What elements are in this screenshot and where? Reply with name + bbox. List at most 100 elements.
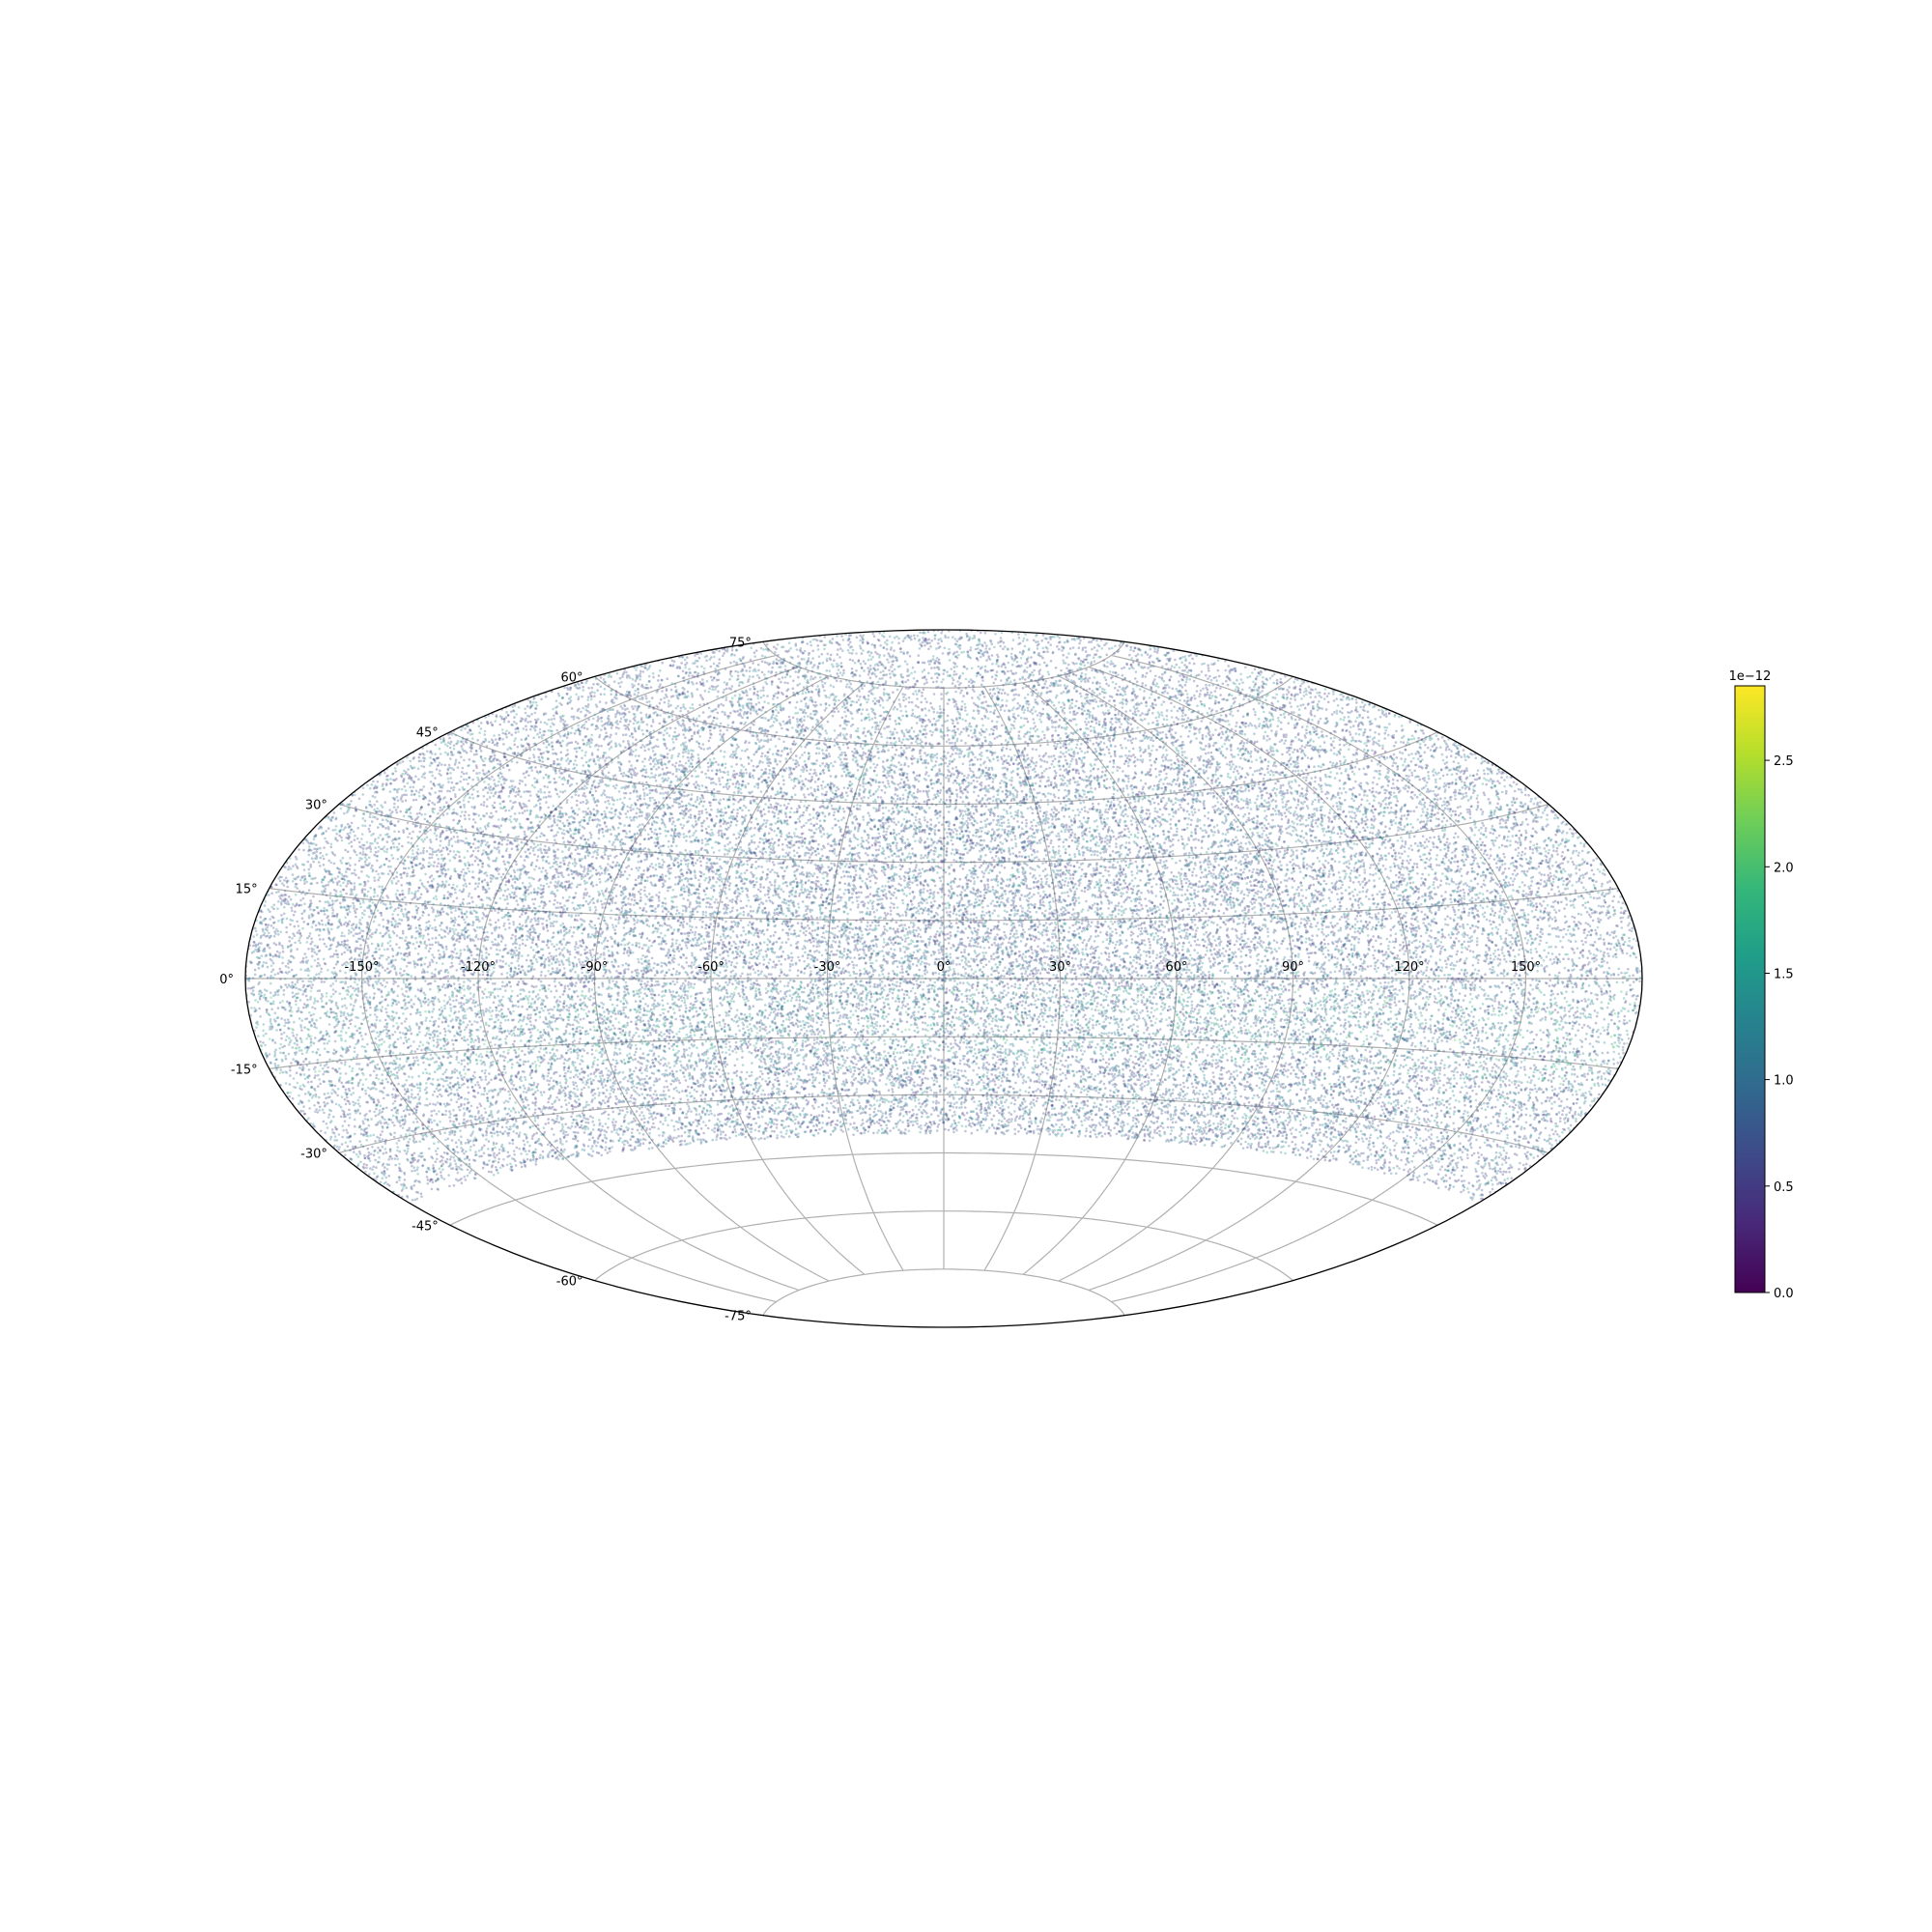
data-point bbox=[361, 888, 364, 891]
data-point bbox=[985, 862, 988, 865]
data-point bbox=[297, 931, 299, 934]
data-point bbox=[1230, 903, 1233, 906]
data-point bbox=[1190, 819, 1193, 822]
data-point bbox=[527, 876, 530, 879]
data-point bbox=[1350, 908, 1353, 911]
data-point bbox=[941, 823, 944, 826]
data-point bbox=[1104, 921, 1107, 923]
data-point bbox=[1274, 696, 1277, 699]
data-point bbox=[892, 885, 895, 888]
data-point bbox=[1421, 1147, 1424, 1150]
data-point bbox=[691, 931, 694, 934]
data-point bbox=[1337, 852, 1340, 855]
data-point bbox=[1562, 883, 1565, 886]
data-point bbox=[1574, 917, 1577, 920]
data-point bbox=[907, 779, 910, 781]
data-point bbox=[463, 1068, 466, 1071]
data-point bbox=[758, 991, 761, 994]
data-point bbox=[1293, 1069, 1295, 1072]
data-point bbox=[801, 871, 804, 874]
data-point bbox=[1629, 984, 1632, 987]
data-point bbox=[759, 883, 762, 886]
data-point bbox=[827, 924, 830, 927]
data-point bbox=[282, 947, 285, 950]
data-point bbox=[841, 649, 844, 652]
data-point bbox=[1368, 897, 1371, 900]
data-point bbox=[1396, 957, 1399, 960]
data-point bbox=[514, 812, 517, 815]
data-point bbox=[328, 1059, 331, 1062]
data-point bbox=[602, 1099, 605, 1102]
data-point bbox=[1150, 1091, 1152, 1094]
data-point bbox=[648, 1078, 651, 1081]
data-point bbox=[866, 709, 868, 712]
data-point bbox=[863, 727, 866, 730]
data-point bbox=[733, 654, 736, 657]
data-point bbox=[375, 1088, 378, 1091]
data-point bbox=[1439, 797, 1442, 800]
data-point bbox=[521, 847, 524, 850]
data-point bbox=[1354, 997, 1357, 1000]
data-point bbox=[476, 885, 479, 888]
data-point bbox=[1170, 1133, 1173, 1136]
data-point bbox=[1369, 1059, 1372, 1062]
data-point bbox=[1289, 1110, 1292, 1113]
data-point bbox=[1348, 748, 1350, 751]
data-point bbox=[1388, 827, 1391, 830]
data-point bbox=[436, 1113, 439, 1116]
data-point bbox=[1054, 984, 1057, 987]
data-point bbox=[500, 843, 503, 846]
data-point bbox=[1481, 813, 1484, 816]
data-point bbox=[1349, 730, 1351, 733]
data-point bbox=[1432, 1126, 1435, 1129]
data-point bbox=[1232, 900, 1235, 903]
data-point bbox=[1065, 732, 1067, 735]
data-point bbox=[684, 1004, 687, 1007]
data-point bbox=[759, 838, 762, 840]
data-point bbox=[878, 757, 881, 760]
data-point bbox=[1153, 802, 1156, 805]
data-point bbox=[1496, 773, 1499, 776]
data-point bbox=[570, 852, 573, 855]
data-point bbox=[474, 888, 477, 891]
data-point bbox=[1587, 1025, 1590, 1028]
data-point bbox=[781, 848, 784, 851]
data-point bbox=[277, 972, 280, 975]
data-point bbox=[1032, 975, 1035, 978]
data-point bbox=[1244, 1059, 1247, 1062]
data-point bbox=[843, 948, 846, 951]
data-point bbox=[862, 1119, 865, 1122]
data-point bbox=[1298, 1153, 1301, 1156]
data-point bbox=[1369, 1103, 1372, 1106]
data-point bbox=[922, 637, 924, 639]
data-point bbox=[1458, 1127, 1461, 1130]
data-point bbox=[1546, 965, 1548, 968]
data-point bbox=[692, 707, 695, 710]
data-point bbox=[769, 725, 772, 728]
data-point bbox=[370, 896, 373, 899]
data-point bbox=[1351, 1000, 1354, 1003]
data-point bbox=[1554, 1088, 1557, 1091]
data-point bbox=[364, 980, 367, 983]
data-point bbox=[1525, 832, 1528, 835]
data-point bbox=[1276, 1088, 1279, 1091]
data-point bbox=[642, 1133, 645, 1136]
data-point bbox=[1104, 703, 1107, 706]
data-point bbox=[1268, 792, 1271, 795]
data-point bbox=[875, 725, 878, 728]
data-point bbox=[756, 674, 759, 677]
data-point bbox=[1505, 1063, 1508, 1065]
data-point bbox=[373, 895, 376, 898]
data-point bbox=[1081, 1027, 1084, 1030]
data-point bbox=[381, 945, 384, 948]
data-point bbox=[600, 693, 603, 696]
data-point bbox=[357, 1099, 360, 1102]
data-point bbox=[605, 825, 608, 828]
data-point bbox=[1101, 700, 1104, 703]
data-point bbox=[1629, 975, 1632, 978]
data-point bbox=[539, 788, 542, 791]
data-point bbox=[1186, 1001, 1189, 1004]
data-point bbox=[500, 876, 503, 879]
data-point bbox=[1444, 1009, 1447, 1011]
data-point bbox=[1125, 967, 1128, 970]
